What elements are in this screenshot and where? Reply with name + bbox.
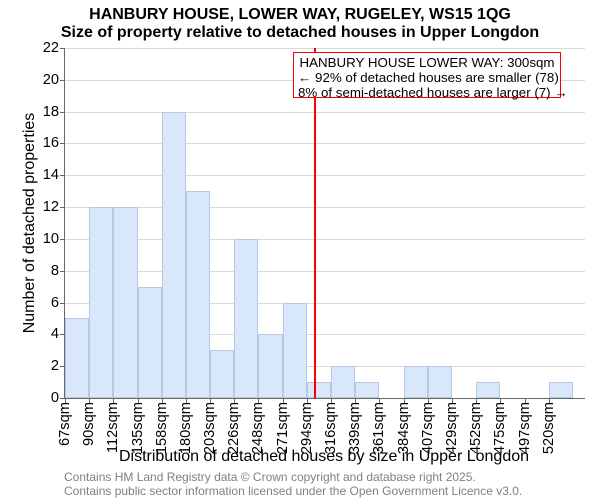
x-tick-label: 361sqm — [371, 398, 387, 454]
y-tick-label: 10 — [43, 231, 65, 247]
gridline — [65, 239, 585, 240]
histogram-bar — [258, 334, 282, 398]
x-axis-label: Distribution of detached houses by size … — [64, 448, 584, 466]
x-tick-label: 203sqm — [202, 398, 218, 454]
histogram-bar — [138, 287, 162, 398]
x-tick-label: 339sqm — [347, 398, 363, 454]
y-tick-label: 4 — [51, 326, 65, 342]
annotation-line-1: HANBURY HOUSE LOWER WAY: 300sqm — [298, 55, 556, 70]
plot-area: 0246810121416182022 Number of detached p… — [64, 48, 585, 399]
y-tick-label: 16 — [43, 135, 65, 151]
x-tick-label: 497sqm — [517, 398, 533, 454]
histogram-bar — [65, 318, 89, 398]
y-tick-label: 6 — [51, 295, 65, 311]
gridline — [65, 271, 585, 272]
annotation-box: HANBURY HOUSE LOWER WAY: 300sqm ← 92% of… — [293, 52, 561, 98]
x-tick-label: 248sqm — [250, 398, 266, 454]
x-tick-label: 226sqm — [226, 398, 242, 454]
histogram-bar — [210, 350, 234, 398]
histogram-bar — [113, 207, 137, 398]
histogram-bar — [283, 303, 307, 398]
x-tick-label: 429sqm — [444, 398, 460, 454]
gridline — [65, 207, 585, 208]
x-tick-label: 475sqm — [492, 398, 508, 454]
gridline — [65, 143, 585, 144]
x-tick-label: 112sqm — [105, 398, 121, 453]
x-tick-label: 90sqm — [81, 398, 97, 446]
histogram-bar — [476, 382, 500, 398]
histogram-bar — [307, 382, 331, 398]
y-tick-label: 2 — [51, 358, 65, 374]
gridline — [65, 175, 585, 176]
footer-line-1: Contains HM Land Registry data © Crown c… — [64, 470, 476, 484]
x-tick-label: 67sqm — [57, 398, 73, 446]
histogram-bar — [331, 366, 355, 398]
histogram-bar — [162, 112, 186, 398]
histogram-bar — [234, 239, 258, 398]
x-tick-label: 316sqm — [323, 398, 339, 454]
histogram-bar — [404, 366, 428, 398]
gridline — [65, 48, 585, 49]
gridline — [65, 112, 585, 113]
chart-root: HANBURY HOUSE, LOWER WAY, RUGELEY, WS15 … — [0, 0, 600, 500]
x-tick-label: 158sqm — [154, 398, 170, 454]
y-tick-label: 12 — [43, 199, 65, 215]
y-tick-label: 22 — [43, 40, 65, 56]
footer-line-2: Contains public sector information licen… — [64, 484, 522, 498]
x-tick-label: 384sqm — [396, 398, 412, 454]
annotation-line-2: ← 92% of detached houses are smaller (78… — [298, 70, 556, 85]
y-tick-label: 8 — [51, 263, 65, 279]
chart-title-line1: HANBURY HOUSE, LOWER WAY, RUGELEY, WS15 … — [0, 6, 600, 24]
x-tick-label: 520sqm — [541, 398, 557, 454]
x-tick-label: 452sqm — [468, 398, 484, 454]
reference-line — [314, 48, 316, 398]
annotation-line-3: 8% of semi-detached houses are larger (7… — [298, 85, 556, 100]
histogram-bar — [355, 382, 379, 398]
chart-title-line2: Size of property relative to detached ho… — [0, 24, 600, 42]
histogram-bar — [89, 207, 113, 398]
x-tick-label: 407sqm — [420, 398, 436, 454]
y-tick-label: 20 — [43, 72, 65, 88]
y-tick-label: 14 — [43, 167, 65, 183]
histogram-bar — [549, 382, 573, 398]
y-axis-label: Number of detached properties — [21, 48, 39, 398]
y-tick-label: 18 — [43, 104, 65, 120]
x-tick-label: 294sqm — [299, 398, 315, 454]
histogram-bar — [428, 366, 452, 398]
x-tick-label: 180sqm — [178, 398, 194, 454]
x-tick-label: 271sqm — [275, 398, 291, 454]
histogram-bar — [186, 191, 210, 398]
x-tick-label: 135sqm — [130, 398, 146, 454]
